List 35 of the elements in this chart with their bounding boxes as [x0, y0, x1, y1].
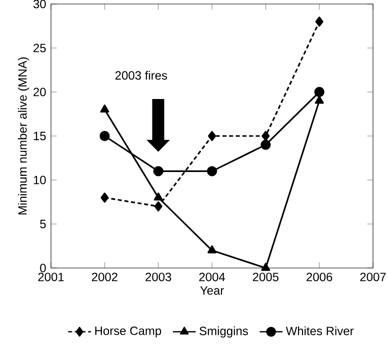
- x-tick-label: 2005: [252, 272, 279, 282]
- legend-label: Whites River: [286, 326, 354, 336]
- point: [100, 192, 109, 203]
- x-tick-label: 2002: [92, 272, 118, 282]
- point: [262, 130, 270, 142]
- y-tick-label: 10: [34, 176, 46, 184]
- x-tick-label: 2007: [360, 272, 386, 282]
- point: [260, 140, 271, 150]
- x-tick-label: 2001: [38, 272, 64, 282]
- y-tick-label: 25: [34, 44, 46, 52]
- y-axis-title: Minimum number alive (MNA): [18, 57, 30, 214]
- point: [314, 86, 324, 98]
- y-tick-label: 0: [40, 264, 46, 272]
- x-axis-title: Year: [200, 286, 224, 295]
- x-tick-label: 2006: [306, 272, 332, 282]
- point: [100, 104, 110, 113]
- point: [261, 262, 270, 271]
- point: [315, 16, 324, 27]
- y-tick-label: 5: [40, 220, 46, 228]
- point: [153, 166, 164, 176]
- y-tick-label: 15: [34, 132, 46, 140]
- x-tick-label: 2004: [199, 272, 225, 282]
- point: [206, 166, 218, 176]
- point: [314, 96, 324, 104]
- legend-label: Horse Camp: [95, 326, 162, 338]
- point: [208, 245, 216, 254]
- annotation: 2003 fires: [115, 70, 168, 80]
- x-tick-label: 2003: [146, 272, 172, 282]
- legend-label: Smiggins: [200, 326, 248, 338]
- point: [154, 192, 163, 201]
- y-tick-label: 20: [34, 88, 46, 96]
- point: [100, 130, 110, 142]
- point: [154, 201, 162, 212]
- point: [208, 130, 216, 142]
- y-tick-label: 30: [33, 0, 46, 8]
